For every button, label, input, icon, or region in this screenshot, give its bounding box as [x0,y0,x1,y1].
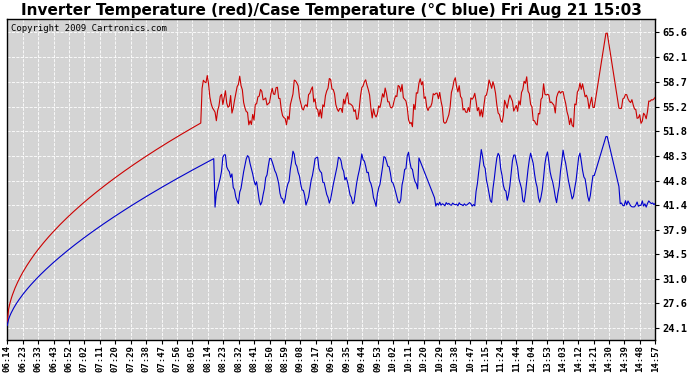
Title: Inverter Temperature (red)/Case Temperature (°C blue) Fri Aug 21 15:03: Inverter Temperature (red)/Case Temperat… [21,3,642,18]
Text: Copyright 2009 Cartronics.com: Copyright 2009 Cartronics.com [10,24,166,33]
